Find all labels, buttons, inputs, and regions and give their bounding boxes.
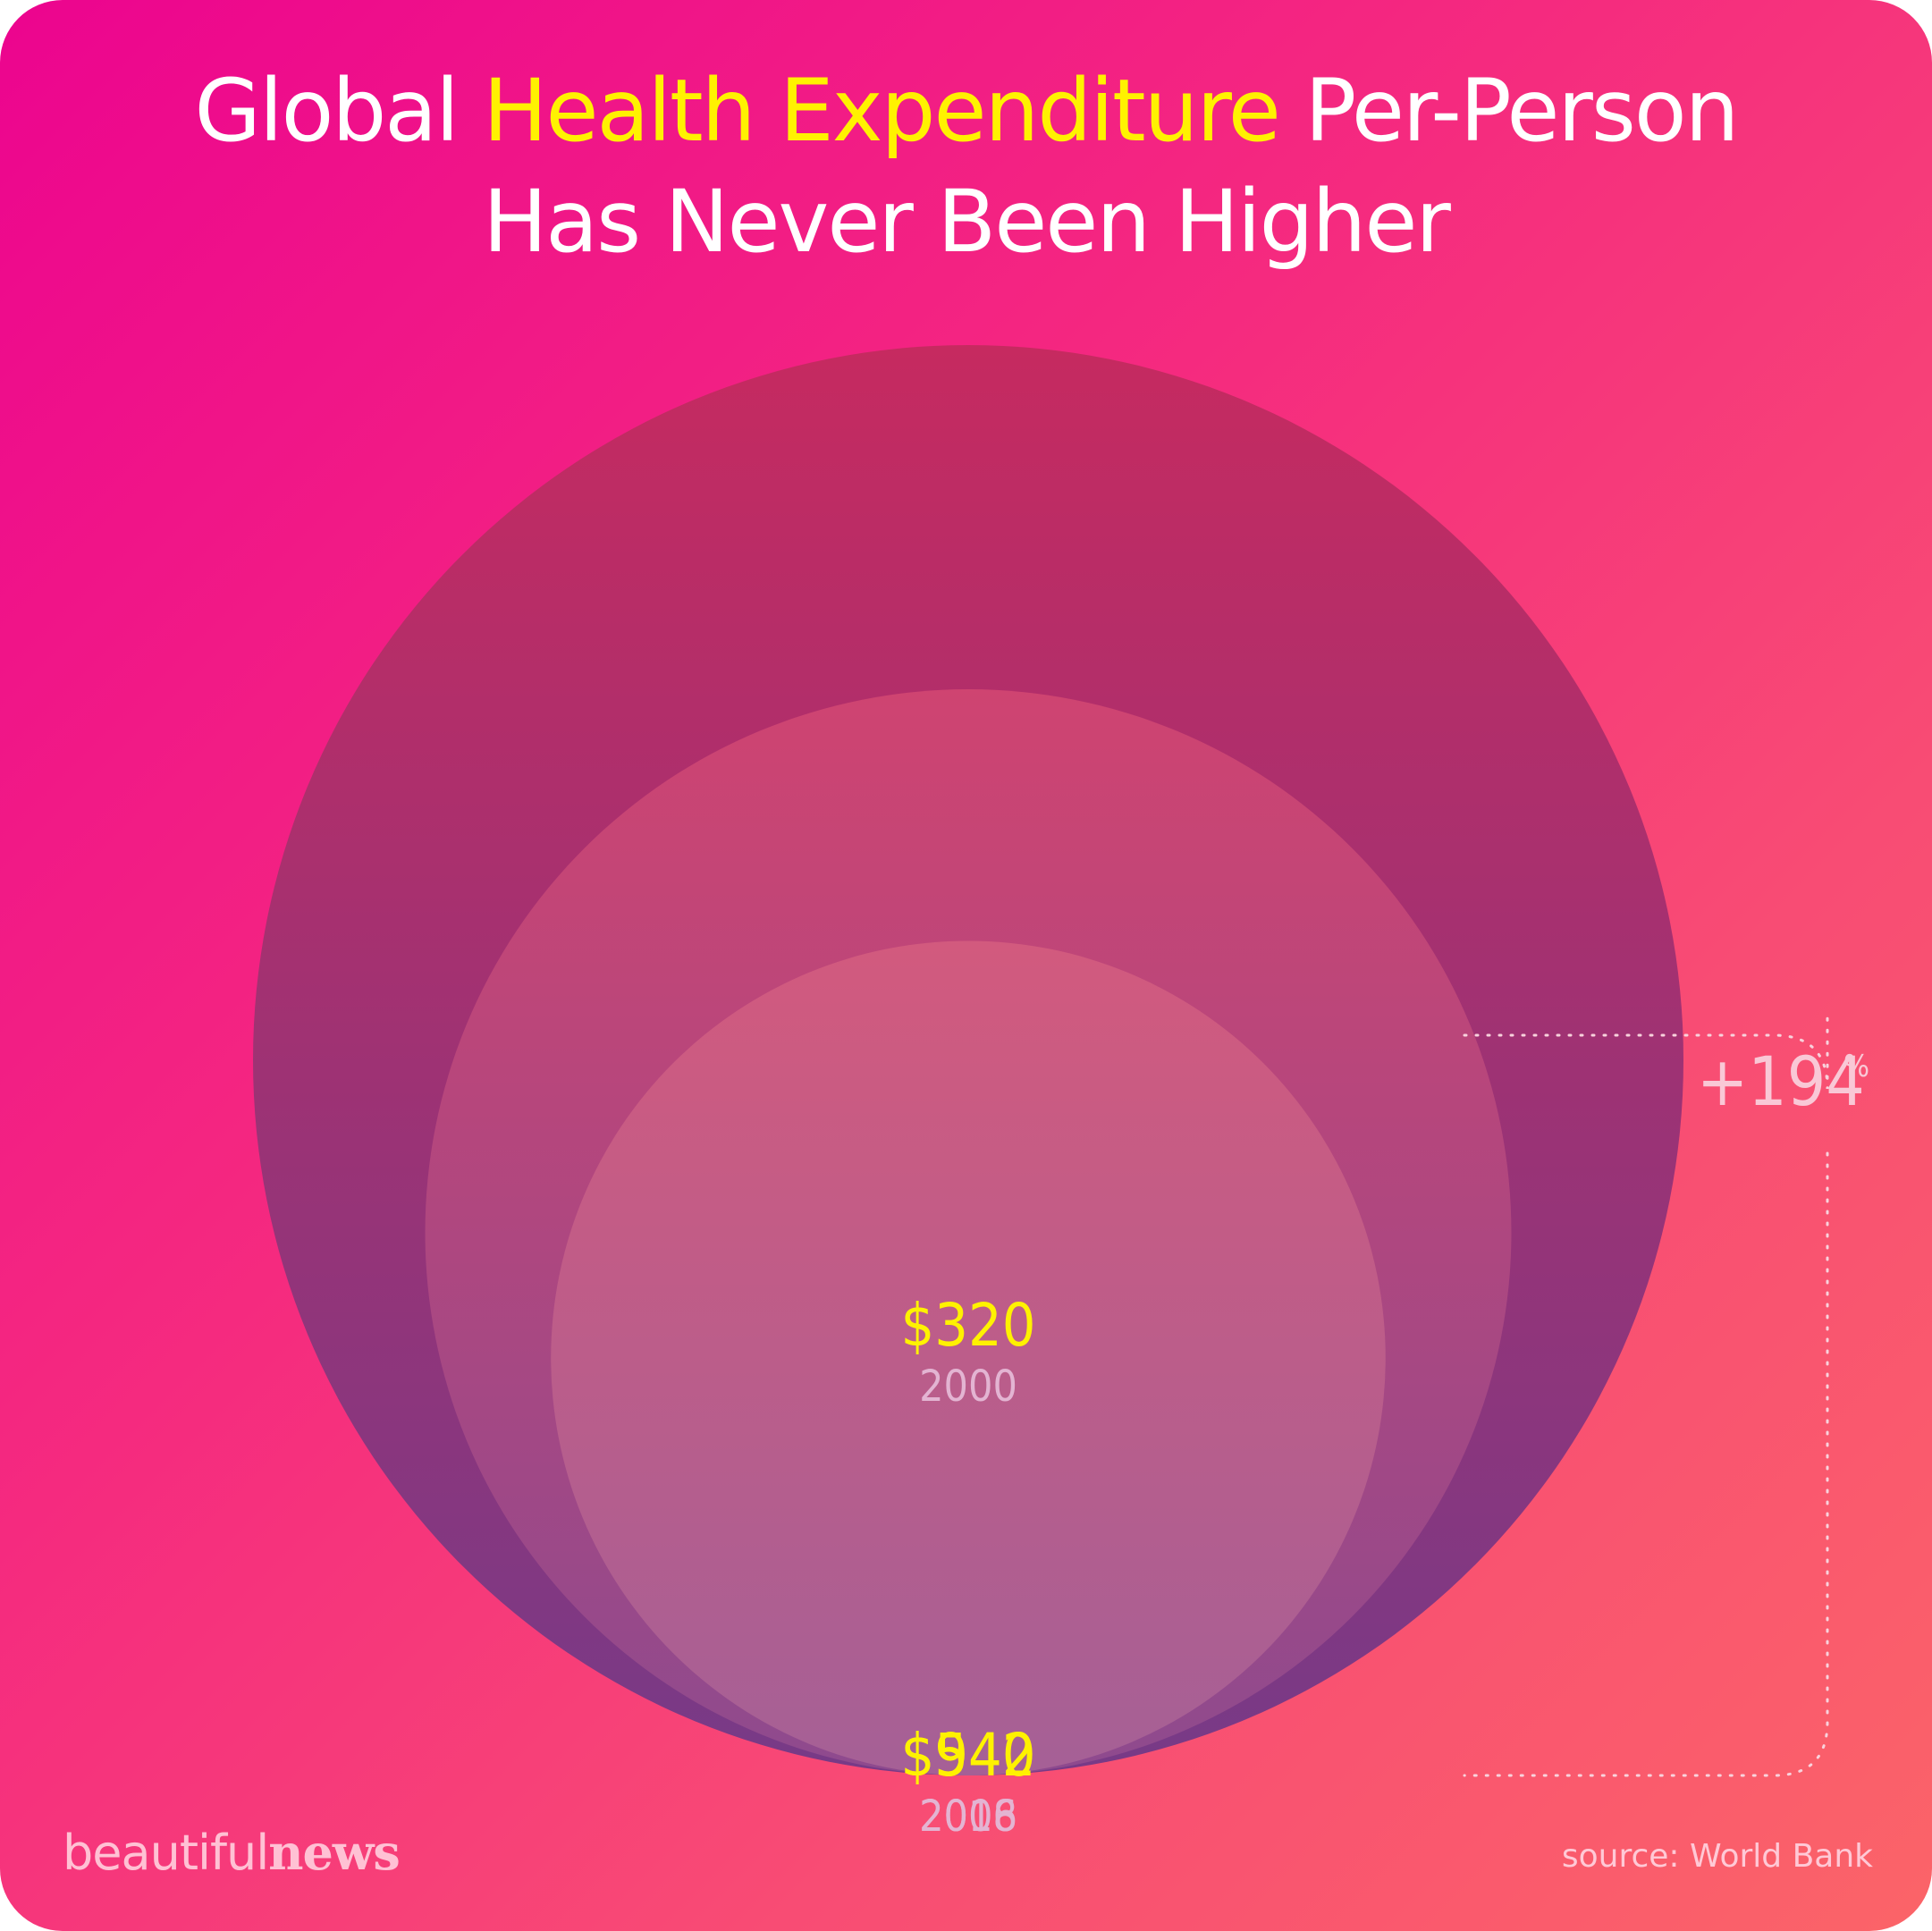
source-note: source: World Bank	[1561, 1838, 1873, 1875]
change-bracket: +194%	[1463, 1008, 1869, 1777]
change-unit: %	[1843, 1049, 1869, 1084]
bubble-2000	[551, 940, 1386, 1775]
brand-logo-light: beautiful	[63, 1825, 269, 1881]
title-highlight: Health Expenditure	[483, 61, 1281, 161]
chart-title: Global Health Expenditure Per-Person Has…	[0, 55, 1932, 277]
title-text-pre: Global	[194, 61, 484, 161]
brand-logo: beautifulnews	[63, 1824, 401, 1881]
year-label-2000: 2000	[919, 1362, 1017, 1412]
title-text-post: Per-Person	[1278, 61, 1739, 161]
value-label-2000: $320	[900, 1291, 1035, 1360]
value-label-2008: $542	[900, 1721, 1035, 1790]
title-line-2: Has Never Been Higher	[483, 172, 1451, 272]
bracket-bottom	[1463, 1151, 1829, 1777]
circles-layer	[253, 345, 1683, 1775]
change-label: +194	[1697, 1041, 1865, 1121]
title-line-1: Global Health Expenditure Per-Person	[0, 55, 1932, 166]
bracket-top	[1463, 1008, 1829, 1090]
year-label-2008: 2008	[919, 1792, 1017, 1842]
brand-logo-bold: news	[268, 1824, 401, 1881]
year-label-2016: 2016	[919, 1792, 1017, 1842]
value-label-2016: $940	[900, 1721, 1035, 1790]
